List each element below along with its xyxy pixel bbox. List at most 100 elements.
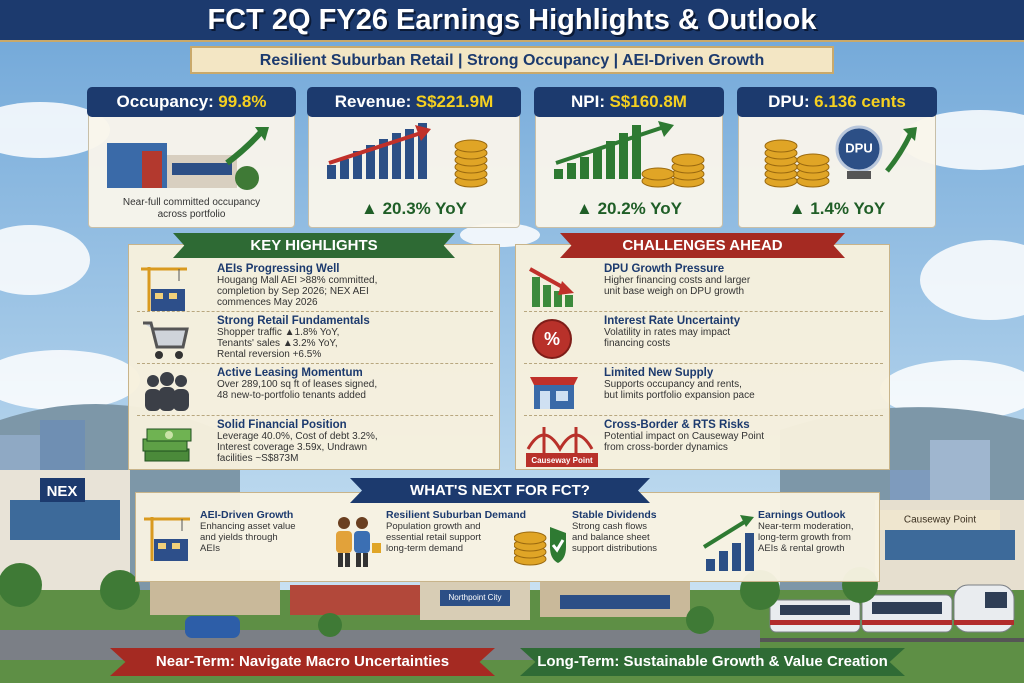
icon-shape — [338, 553, 343, 567]
page-title: FCT 2Q FY26 Earnings Highlights & Outloo… — [207, 4, 817, 36]
icon-shape — [658, 121, 674, 137]
item-text: Potential impact on Causeway Point from c… — [604, 431, 885, 453]
item-text: Shopper traffic ▲1.8% YoY, Tenants' sales… — [217, 327, 495, 360]
kpi-value: S$221.9M — [415, 92, 494, 111]
text-line: Leverage 40.0%, Cost of debt 3.2%, — [217, 431, 378, 442]
next-ribbon: WHAT'S NEXT FOR FCT? — [350, 478, 650, 503]
next-item: AEI-Driven Growth Enhancing asset value an… — [200, 509, 326, 554]
icon-shape — [151, 289, 185, 311]
icon-shape — [885, 530, 1015, 560]
icon-shape — [392, 133, 401, 179]
icon-shape — [556, 391, 568, 401]
panel: DPU Growth Pressure Higher financing cost… — [515, 244, 890, 470]
item-title: Stable Dividends — [572, 509, 657, 521]
kpi-card: Occupancy: 99.8% Near-full committed occu… — [87, 87, 296, 228]
kpi-value: S$160.8M — [609, 92, 687, 111]
item: Strong Retail Fundamentals Shopper traffi… — [217, 315, 495, 360]
icon-shape — [185, 616, 240, 638]
icon-shape — [555, 125, 665, 165]
text-line: Over 289,100 sq ft of leases signed, — [217, 379, 378, 390]
icon-shape — [145, 389, 161, 411]
icon-shape — [440, 590, 510, 606]
next-item: Resilient Suburban Demand Population grow… — [386, 509, 526, 554]
kpi-change: ▲ 1.4% YoY — [788, 199, 886, 218]
building-sign: Causeway Point — [904, 515, 976, 526]
icon-shape — [40, 478, 85, 502]
icon-shape — [565, 295, 573, 307]
icon-shape — [155, 351, 163, 359]
icon-shape — [558, 281, 574, 295]
icon-shape — [530, 377, 578, 385]
icon-shape — [920, 240, 1024, 320]
icon-shape — [160, 372, 174, 386]
item-title: Strong Retail Fundamentals — [217, 315, 370, 327]
kpi-header: Revenue: S$221.9M — [307, 87, 521, 117]
item-text: Over 289,100 sq ft of leases signed, 48 n… — [217, 379, 495, 401]
icon-shape — [225, 129, 265, 166]
item: Active Leasing Momentum Over 289,100 sq f… — [217, 367, 495, 401]
text-line: 48 new-to-portfolio tenants added — [217, 390, 366, 401]
item-title: Limited New Supply — [604, 367, 714, 379]
kpi-header: Occupancy: 99.8% — [87, 87, 296, 117]
text-line: AEIs & rental growth — [758, 543, 845, 554]
kpi-label: NPI: — [571, 92, 606, 111]
icon-shape — [540, 391, 550, 409]
icon-shape — [379, 139, 388, 179]
kpi-header: DPU: 6.136 cents — [737, 87, 937, 117]
icon-shape — [526, 433, 594, 453]
icon-shape — [418, 123, 427, 179]
kpi-header: NPI: S$160.8M — [534, 87, 724, 117]
icon-shape — [142, 151, 162, 188]
icon-shape — [372, 543, 381, 553]
text-line: long-term demand — [386, 543, 464, 554]
item-title: Interest Rate Uncertainty — [604, 315, 741, 327]
icon-shape — [255, 127, 269, 141]
icon — [327, 123, 488, 188]
icon-shape — [405, 129, 414, 179]
icon-shape — [880, 360, 1024, 420]
icon-shape — [543, 285, 551, 307]
icon-shape — [175, 375, 187, 387]
panel-ribbon: KEY HIGHLIGHTS — [173, 233, 455, 258]
item-text: Supports occupancy and rents, but limits … — [604, 379, 885, 401]
divider — [524, 415, 883, 416]
icon-shape — [10, 500, 120, 540]
building-sign: NEX — [47, 483, 78, 500]
item-title: AEI-Driven Growth — [200, 509, 294, 521]
kpi-value: 99.8% — [218, 92, 267, 111]
item: Interest Rate Uncertainty Volatility in r… — [604, 315, 885, 349]
divider — [137, 311, 493, 312]
icon-shape — [550, 527, 566, 563]
icon-shape — [567, 163, 576, 179]
item-title: Active Leasing Momentum — [217, 367, 363, 379]
icon-shape — [158, 543, 166, 549]
icon-label: Causeway Point — [531, 456, 593, 465]
icon — [336, 517, 381, 567]
text-line: unit base weigh on DPU growth — [604, 286, 745, 297]
text-line: Shopper traffic ▲1.8% YoY, — [217, 327, 340, 338]
item-text: Volatility in rates may impact financing … — [604, 327, 885, 349]
kpi-card: DPU: 6.136 cents DPU ▲ 1.4% YoY — [737, 87, 937, 228]
item: Limited New Supply Supports occupancy and… — [604, 367, 885, 401]
icon-shape — [532, 277, 573, 307]
item-title: DPU Growth Pressure — [604, 263, 725, 275]
note-line: Near-full committed occupancy — [122, 197, 261, 208]
icon-shape — [580, 157, 589, 179]
icon-shape — [460, 223, 540, 247]
item: AEIs Progressing Well Hougang Mall AEI >8… — [217, 263, 495, 308]
item-text: Leverage 40.0%, Cost of debt 3.2%, Intere… — [217, 431, 495, 464]
icon-shape — [290, 585, 440, 615]
item: Cross-Border & RTS Risks Potential impact… — [604, 419, 885, 453]
icon-shape — [318, 613, 342, 637]
icon — [143, 321, 189, 359]
item: Solid Financial Position Leverage 40.0%, … — [217, 419, 495, 464]
icon-shape — [142, 428, 192, 462]
icon-shape — [885, 131, 914, 173]
icon-shape — [327, 165, 336, 179]
text-line: commences May 2026 — [217, 297, 318, 308]
icon-shape — [165, 431, 173, 439]
icon-shape — [554, 169, 563, 179]
icon-shape — [0, 563, 42, 607]
item-text: Enhancing asset value and yields through A… — [200, 521, 326, 554]
icon-shape — [366, 145, 375, 179]
